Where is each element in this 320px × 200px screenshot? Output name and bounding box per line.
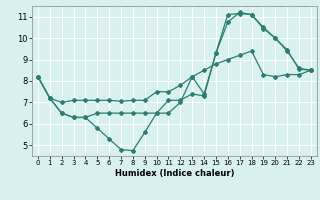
X-axis label: Humidex (Indice chaleur): Humidex (Indice chaleur) bbox=[115, 169, 234, 178]
